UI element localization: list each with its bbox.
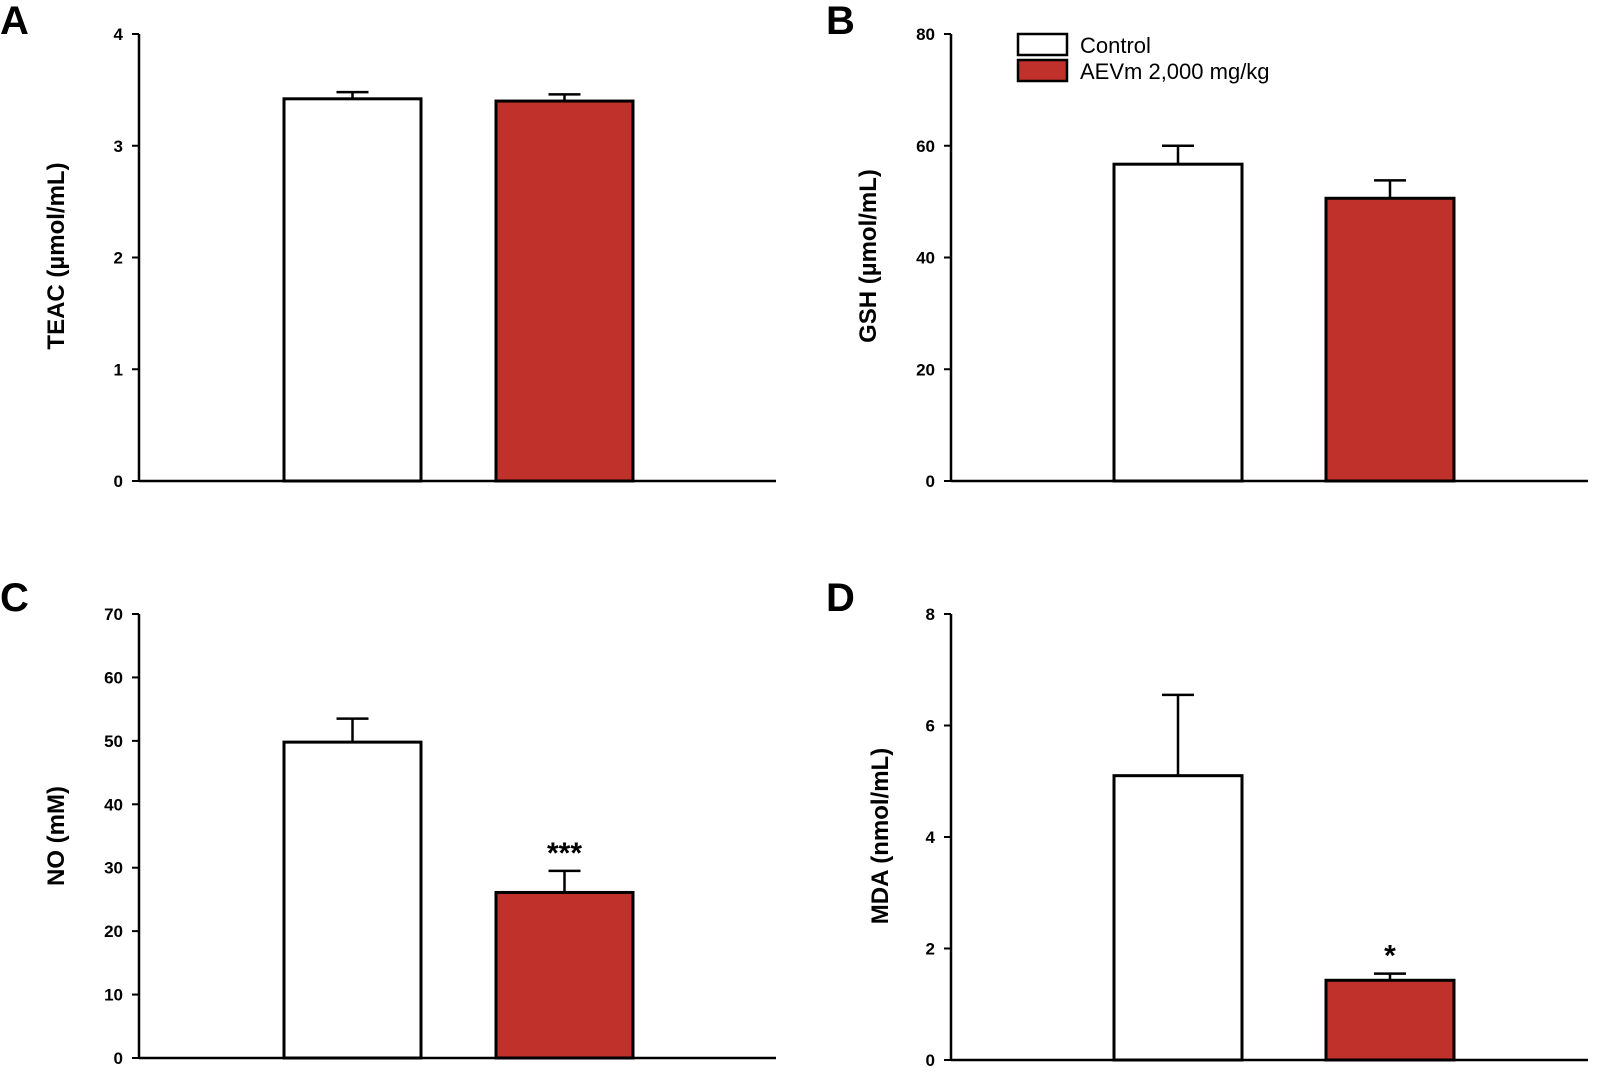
y-tick-label: 0	[926, 472, 935, 491]
y-tick-label: 2	[926, 940, 935, 959]
bar-control	[282, 740, 423, 1060]
legend-swatch-control	[1016, 32, 1069, 57]
panel-b: B GSH (µmol/mL) Control AEVm 2,000 mg/kg…	[826, 0, 1588, 491]
y-tick-label: 40	[916, 249, 935, 268]
y-tick-label: 60	[916, 137, 935, 156]
y-tick-label: 0	[114, 1049, 123, 1068]
y-tick-label: 80	[916, 25, 935, 44]
y-tick-label: 20	[104, 922, 123, 941]
significance-marker: *	[1384, 940, 1396, 973]
panel-letter: D	[826, 576, 855, 620]
y-tick-label: 2	[114, 249, 123, 268]
legend: Control AEVm 2,000 mg/kg	[1016, 32, 1270, 84]
y-tick-label: 0	[926, 1051, 935, 1070]
y-tick-label: 30	[104, 859, 123, 878]
bar-aevm	[494, 99, 635, 483]
significance-marker: ***	[547, 837, 582, 870]
legend-swatch-aevm	[1016, 58, 1069, 83]
y-tick-label: 4	[114, 25, 124, 44]
y-tick-label: 10	[104, 986, 123, 1005]
panel-a: A TEAC (µmol/mL) 0 1 2 3 4	[0, 0, 776, 491]
y-tick-label: 6	[926, 717, 935, 736]
panel-letter: A	[0, 0, 29, 43]
bar-control	[1112, 774, 1244, 1062]
y-axis-label: MDA (nmol/mL)	[867, 748, 894, 924]
y-tick-label: 20	[916, 360, 935, 379]
y-tick-label: 40	[104, 795, 123, 814]
y-tick-label: 0	[114, 472, 123, 491]
panel-letter: B	[826, 0, 855, 43]
y-axis-label: GSH (µmol/mL)	[855, 169, 882, 343]
bar-control	[1112, 162, 1244, 483]
y-tick-label: 8	[926, 605, 935, 624]
y-axis-label: NO (mM)	[43, 786, 70, 886]
panel-letter: C	[0, 576, 29, 620]
legend-label-control: Control	[1080, 33, 1151, 58]
panel-d: D MDA (nmol/mL) * 0 2 4 6 8	[826, 576, 1588, 1070]
y-tick-label: 60	[104, 668, 123, 687]
y-tick-label: 3	[114, 137, 123, 156]
legend-label-aevm: AEVm 2,000 mg/kg	[1080, 59, 1270, 84]
y-tick-label: 1	[114, 360, 123, 379]
y-tick-label: 70	[104, 605, 123, 624]
y-tick-label: 4	[926, 828, 936, 847]
y-axis-label: TEAC (µmol/mL)	[43, 162, 70, 349]
bar-control	[282, 97, 423, 483]
y-tick-label: 50	[104, 732, 123, 751]
bar-aevm	[494, 890, 635, 1060]
panel-c: C NO (mM) *** 0 10 20 30 40 50 60 70	[0, 576, 776, 1068]
bar-aevm	[1324, 196, 1456, 483]
bar-aevm	[1324, 978, 1456, 1062]
